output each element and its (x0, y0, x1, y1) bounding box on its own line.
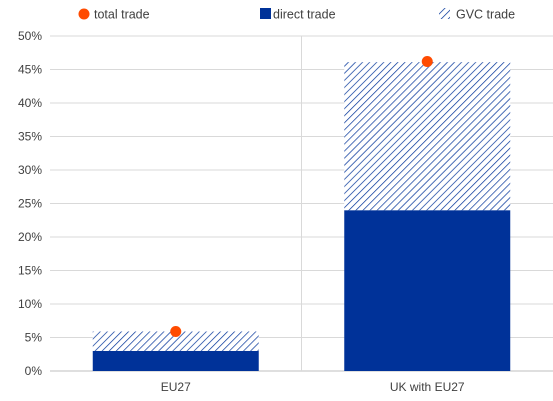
legend-label-total-trade: total trade (94, 8, 150, 22)
point-total-trade (170, 325, 182, 337)
legend: total trade direct trade GVC trade (78, 8, 515, 22)
legend-swatch-direct-trade (260, 8, 271, 19)
legend-label-gvc-trade: GVC trade (456, 8, 515, 22)
bar-direct-trade (92, 350, 259, 371)
legend-item-gvc-trade: GVC trade (439, 8, 515, 22)
y-tick-label: 35% (18, 130, 42, 144)
bar-gvc-trade (344, 62, 511, 211)
bars (92, 62, 511, 371)
legend-item-total-trade: total trade (78, 8, 150, 22)
y-tick-label: 10% (18, 297, 42, 311)
total-trade-points (170, 55, 433, 337)
y-tick-label: 50% (18, 29, 42, 43)
point-total-trade (421, 55, 433, 67)
bar-direct-trade (344, 210, 511, 371)
y-tick-label: 15% (18, 264, 42, 278)
y-tick-label: 40% (18, 96, 42, 110)
x-tick-label: UK with EU27 (390, 380, 465, 394)
legend-item-direct-trade: direct trade (260, 8, 336, 22)
y-tick-label: 25% (18, 197, 42, 211)
legend-swatch-gvc-trade (439, 8, 450, 19)
y-tick-label: 20% (18, 230, 42, 244)
y-tick-label: 45% (18, 63, 42, 77)
bar-gvc-trade (92, 331, 259, 351)
x-tick-label: EU27 (161, 380, 191, 394)
y-tick-label: 5% (25, 331, 43, 345)
legend-swatch-total-trade (78, 8, 90, 20)
y-tick-label: 0% (25, 364, 43, 378)
y-tick-label: 30% (18, 163, 42, 177)
y-axis-tick-labels: 0% 5% 10% 15% 20% 25% 30% 35% 40% 45% 50% (18, 29, 42, 378)
legend-label-direct-trade: direct trade (273, 8, 336, 22)
x-axis-tick-labels: EU27 UK with EU27 (161, 380, 465, 394)
